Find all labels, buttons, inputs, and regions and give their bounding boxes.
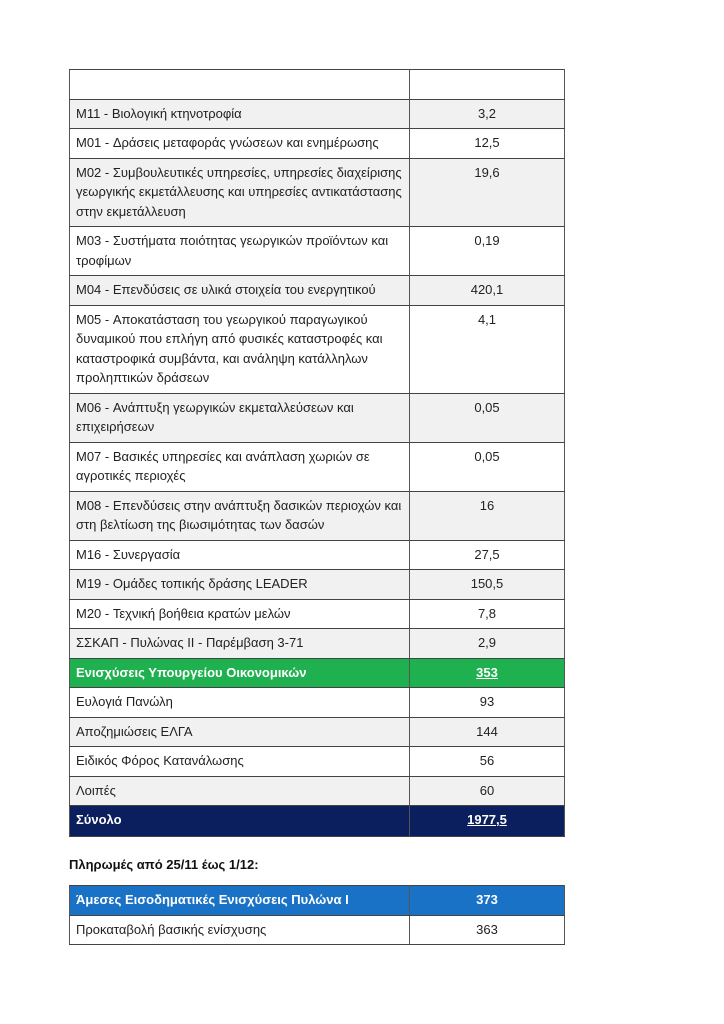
row-value: 0,19 xyxy=(409,226,565,276)
row-label: Σύνολο xyxy=(69,805,410,837)
row-value: 2,9 xyxy=(409,628,565,659)
table-header-row: Άμεσες Εισοδηματικές Ενισχύσεις Πυλώνα Ι… xyxy=(69,885,565,916)
row-label: Άμεσες Εισοδηματικές Ενισχύσεις Πυλώνα Ι xyxy=(69,885,410,916)
row-value: 93 xyxy=(409,687,565,718)
row-value: 3,2 xyxy=(409,98,565,129)
table-row: M04 - Επενδύσεις σε υλικά στοιχεία του ε… xyxy=(69,275,565,306)
row-value: 0,05 xyxy=(409,441,565,492)
row-label: M03 - Συστήματα ποιότητας γεωργικών προϊ… xyxy=(69,226,410,276)
ministry-subtotal-row: Ενισχύσεις Υπουργείου Οικονομικών 353 xyxy=(69,657,565,688)
row-label: Ειδικός Φόρος Κατανάλωσης xyxy=(69,746,410,777)
row-value: 16 xyxy=(409,490,565,541)
row-label: M07 - Βασικές υπηρεσίες και ανάπλαση χωρ… xyxy=(69,441,410,492)
weekly-payments-table: Άμεσες Εισοδηματικές Ενισχύσεις Πυλώνα Ι… xyxy=(69,885,565,945)
table-row: M20 - Τεχνική βοήθεια κρατών μελών 7,8 xyxy=(69,598,565,629)
row-label: Ενισχύσεις Υπουργείου Οικονομικών xyxy=(69,657,410,688)
table-row: Ειδικός Φόρος Κατανάλωσης 56 xyxy=(69,746,565,777)
row-value: 0,05 xyxy=(409,392,565,443)
row-label: M02 - Συμβουλευτικές υπηρεσίες, υπηρεσίε… xyxy=(69,157,410,227)
table-row: M01 - Δράσεις μεταφοράς γνώσεων και ενημ… xyxy=(69,128,565,159)
row-value: 60 xyxy=(409,775,565,806)
table-header-row xyxy=(69,69,565,100)
table-row: M03 - Συστήματα ποιότητας γεωργικών προϊ… xyxy=(69,226,565,276)
row-value: 420,1 xyxy=(409,275,565,306)
row-label: M20 - Τεχνική βοήθεια κρατών μελών xyxy=(69,598,410,629)
row-label: M08 - Επενδύσεις στην ανάπτυξη δασικών π… xyxy=(69,490,410,541)
table-row: Λοιπές 60 xyxy=(69,775,565,806)
row-value: 4,1 xyxy=(409,304,565,394)
table-row: M16 - Συνεργασία 27,5 xyxy=(69,539,565,570)
row-label: Προκαταβολή βασικής ενίσχυσης xyxy=(69,914,410,945)
row-value-text: 353 xyxy=(476,664,498,680)
row-label: M06 - Ανάπτυξη γεωργικών εκμεταλλεύσεων … xyxy=(69,392,410,443)
row-label: Ευλογιά Πανώλη xyxy=(69,687,410,718)
row-label: M04 - Επενδύσεις σε υλικά στοιχεία του ε… xyxy=(69,275,410,306)
table-row: ΣΣΚΑΠ - Πυλώνας ΙΙ - Παρέμβαση 3-71 2,9 xyxy=(69,628,565,659)
row-value: 150,5 xyxy=(409,569,565,600)
row-value-text: 1977,5 xyxy=(467,812,507,827)
table-row: M08 - Επενδύσεις στην ανάπτυξη δασικών π… xyxy=(69,490,565,541)
row-value: 12,5 xyxy=(409,128,565,159)
table-row: M02 - Συμβουλευτικές υπηρεσίες, υπηρεσίε… xyxy=(69,157,565,227)
row-label: M05 - Αποκατάσταση του γεωργικού παραγωγ… xyxy=(69,304,410,394)
table-row: M05 - Αποκατάσταση του γεωργικού παραγωγ… xyxy=(69,304,565,394)
row-label: M01 - Δράσεις μεταφοράς γνώσεων και ενημ… xyxy=(69,128,410,159)
table-row: M07 - Βασικές υπηρεσίες και ανάπλαση χωρ… xyxy=(69,441,565,492)
row-value: 7,8 xyxy=(409,598,565,629)
table-row: M06 - Ανάπτυξη γεωργικών εκμεταλλεύσεων … xyxy=(69,392,565,443)
table-row: Προκαταβολή βασικής ενίσχυσης 363 xyxy=(69,914,565,945)
table-row: Αποζημιώσεις ΕΛΓΑ 144 xyxy=(69,716,565,747)
table-row: M19 - Ομάδες τοπικής δράσης LEADER 150,5 xyxy=(69,569,565,600)
row-label: M19 - Ομάδες τοπικής δράσης LEADER xyxy=(69,569,410,600)
row-value: 373 xyxy=(409,885,565,916)
payments-table: M11 - Βιολογική κτηνοτροφία 3,2 M01 - Δράσ… xyxy=(69,69,565,837)
table-row: M11 - Βιολογική κτηνοτροφία 3,2 xyxy=(69,98,565,129)
row-label: Λοιπές xyxy=(69,775,410,806)
header-cell xyxy=(409,69,565,100)
row-value: 1977,5 xyxy=(409,805,565,837)
row-label: M11 - Βιολογική κτηνοτροφία xyxy=(69,98,410,129)
table-row: Ευλογιά Πανώλη 93 xyxy=(69,687,565,718)
row-label: ΣΣΚΑΠ - Πυλώνας ΙΙ - Παρέμβαση 3-71 xyxy=(69,628,410,659)
header-cell xyxy=(69,69,410,100)
row-label: M16 - Συνεργασία xyxy=(69,539,410,570)
row-value: 56 xyxy=(409,746,565,777)
row-value: 363 xyxy=(409,914,565,945)
section-heading: Πληρωμές από 25/11 έως 1/12: xyxy=(69,857,259,872)
row-value: 144 xyxy=(409,716,565,747)
row-label: Αποζημιώσεις ΕΛΓΑ xyxy=(69,716,410,747)
row-value: 19,6 xyxy=(409,157,565,227)
total-row: Σύνολο 1977,5 xyxy=(69,805,565,837)
row-value: 27,5 xyxy=(409,539,565,570)
row-value: 353 xyxy=(409,657,565,688)
